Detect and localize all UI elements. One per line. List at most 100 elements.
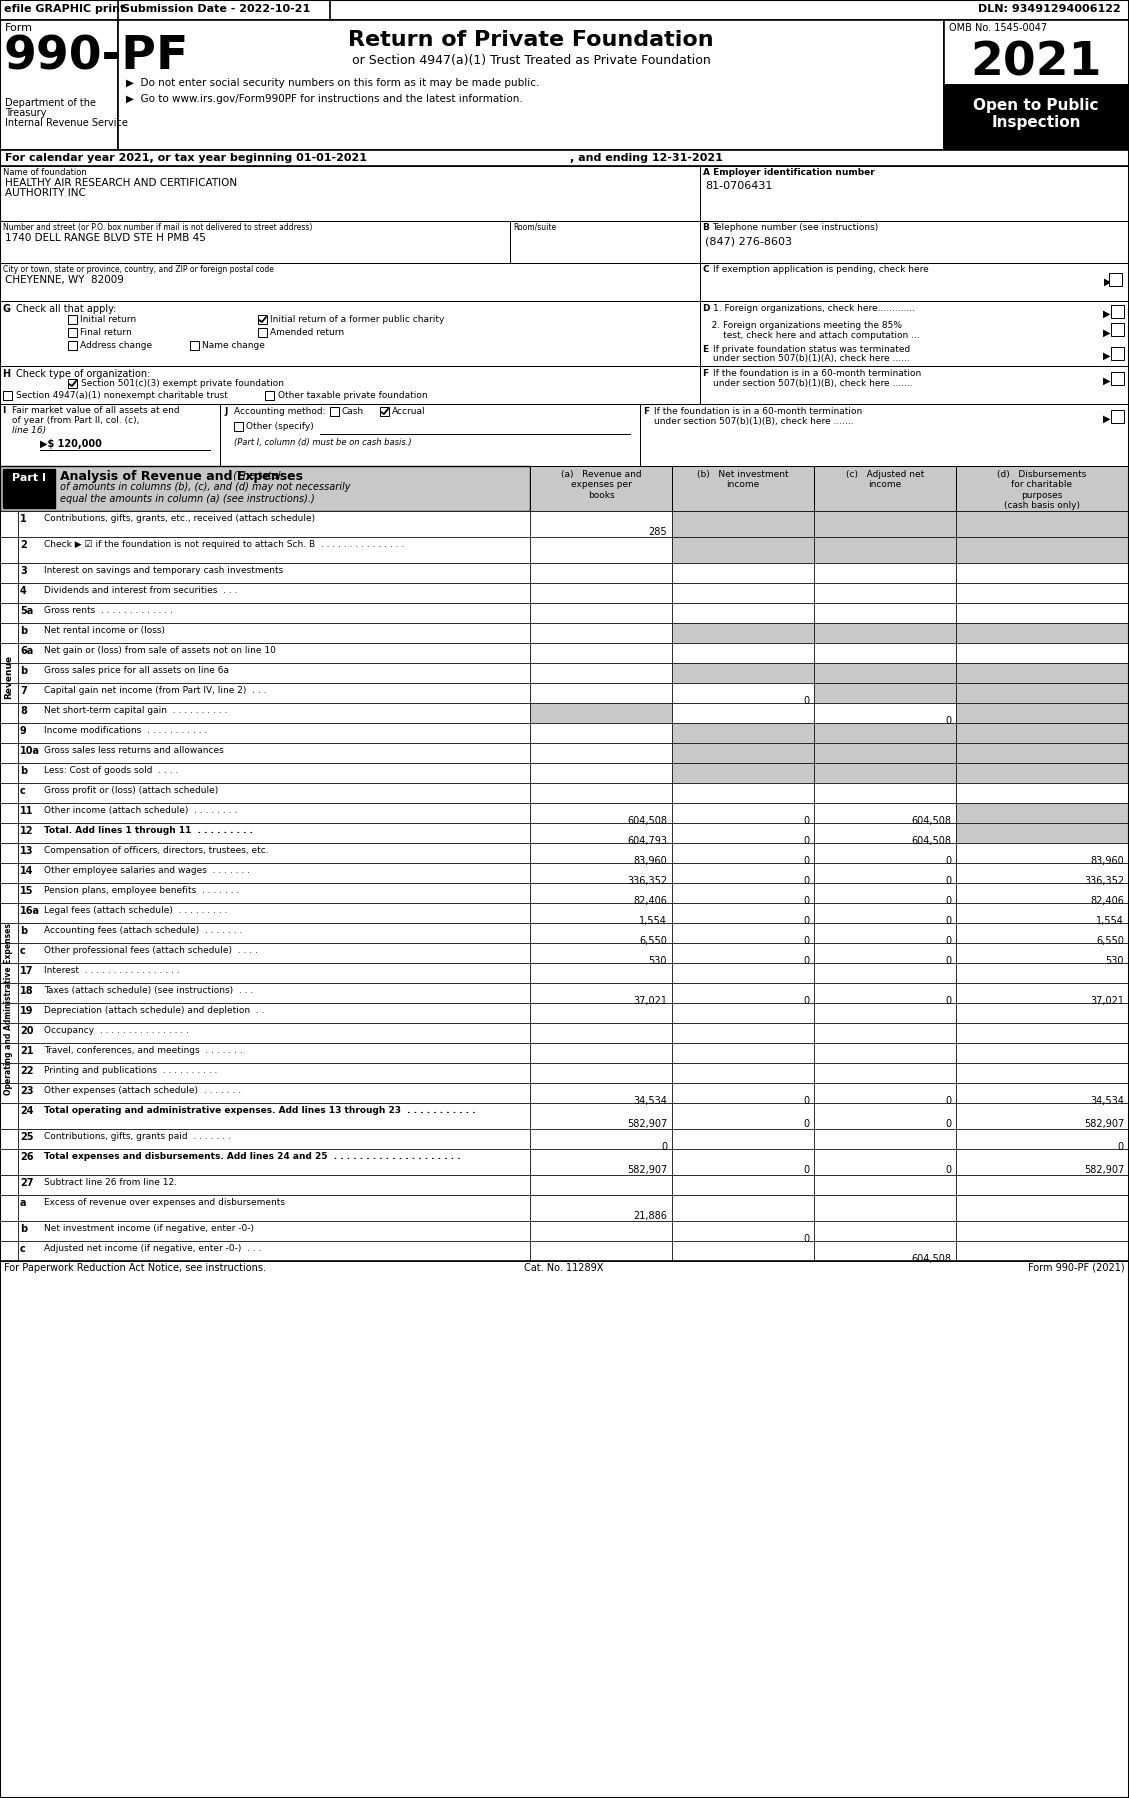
Text: If the foundation is in a 60-month termination: If the foundation is in a 60-month termi… <box>654 406 863 415</box>
Text: Net investment income (if negative, enter -0-): Net investment income (if negative, ente… <box>44 1224 254 1233</box>
Text: Travel, conferences, and meetings  . . . . . . .: Travel, conferences, and meetings . . . … <box>44 1046 243 1055</box>
Text: 0: 0 <box>803 856 809 867</box>
Text: Open to Public
Inspection: Open to Public Inspection <box>973 99 1099 131</box>
Bar <box>18 644 530 663</box>
Bar <box>18 1023 530 1043</box>
Bar <box>0 823 18 843</box>
Text: 4: 4 <box>20 586 27 595</box>
Text: 0: 0 <box>945 895 951 906</box>
Bar <box>672 622 814 644</box>
Bar <box>672 804 814 823</box>
Bar <box>234 423 243 432</box>
Text: Other employee salaries and wages  . . . . . . .: Other employee salaries and wages . . . … <box>44 867 250 876</box>
Bar <box>1109 273 1122 286</box>
Text: b: b <box>20 1224 27 1233</box>
Bar <box>0 367 700 405</box>
Text: Section 501(c)(3) exempt private foundation: Section 501(c)(3) exempt private foundat… <box>81 379 285 388</box>
Bar <box>68 315 77 324</box>
Text: Form: Form <box>5 23 33 32</box>
Text: Taxes (attach schedule) (see instructions)  . . .: Taxes (attach schedule) (see instruction… <box>44 985 253 994</box>
Bar <box>956 1082 1129 1102</box>
Text: (a)   Revenue and
expenses per
books: (a) Revenue and expenses per books <box>561 469 641 500</box>
Text: 0: 0 <box>803 1165 809 1176</box>
Text: 27: 27 <box>20 1178 34 1188</box>
Bar <box>530 804 672 823</box>
Bar <box>814 1023 956 1043</box>
Bar <box>18 663 530 683</box>
Text: E: E <box>703 345 712 354</box>
Bar <box>3 469 55 509</box>
Bar <box>814 683 956 703</box>
Text: City or town, state or province, country, and ZIP or foreign postal code: City or town, state or province, country… <box>3 264 274 273</box>
Bar <box>672 964 814 984</box>
Text: Adjusted net income (if negative, enter -0-)  . . .: Adjusted net income (if negative, enter … <box>44 1244 262 1253</box>
Bar <box>530 563 672 583</box>
Text: Capital gain net income (from Part IV, line 2)  . . .: Capital gain net income (from Part IV, l… <box>44 687 266 696</box>
Bar <box>0 1129 18 1149</box>
Bar <box>0 683 18 703</box>
Text: Part I: Part I <box>12 473 46 484</box>
Text: 0: 0 <box>660 1142 667 1153</box>
Bar <box>956 683 1129 703</box>
Bar <box>220 405 640 466</box>
Bar <box>814 1043 956 1063</box>
Bar <box>18 1129 530 1149</box>
Bar <box>700 300 1129 367</box>
Bar <box>956 1241 1129 1260</box>
Bar <box>672 883 814 903</box>
Text: Gross rents  . . . . . . . . . . . . .: Gross rents . . . . . . . . . . . . . <box>44 606 173 615</box>
Text: F: F <box>703 369 712 378</box>
Bar <box>672 1063 814 1082</box>
Text: 604,508: 604,508 <box>911 1253 951 1264</box>
Bar <box>672 762 814 782</box>
Text: equal the amounts in column (a) (see instructions).): equal the amounts in column (a) (see ins… <box>60 494 315 503</box>
Bar <box>814 903 956 922</box>
Bar <box>814 663 956 683</box>
Bar <box>956 843 1129 863</box>
Text: 582,907: 582,907 <box>627 1118 667 1129</box>
Text: 0: 0 <box>945 957 951 966</box>
Bar <box>672 1129 814 1149</box>
Text: OMB No. 1545-0047: OMB No. 1545-0047 <box>949 23 1047 32</box>
Bar <box>510 221 700 263</box>
Bar <box>672 1043 814 1063</box>
Bar <box>814 1176 956 1196</box>
Text: 20: 20 <box>20 1027 34 1036</box>
Text: D: D <box>703 304 714 313</box>
Bar <box>530 843 672 863</box>
Text: B: B <box>703 223 714 232</box>
Text: 0: 0 <box>803 1118 809 1129</box>
Text: ▶$ 120,000: ▶$ 120,000 <box>40 439 102 450</box>
Text: a: a <box>20 1197 26 1208</box>
Text: Legal fees (attach schedule)  . . . . . . . . .: Legal fees (attach schedule) . . . . . .… <box>44 906 228 915</box>
Text: (c)   Adjusted net
income: (c) Adjusted net income <box>846 469 925 489</box>
Text: Income modifications  . . . . . . . . . . .: Income modifications . . . . . . . . . .… <box>44 726 208 735</box>
Text: or Section 4947(a)(1) Trust Treated as Private Foundation: or Section 4947(a)(1) Trust Treated as P… <box>351 54 710 67</box>
Text: Submission Date - 2022-10-21: Submission Date - 2022-10-21 <box>122 4 310 14</box>
Text: (Part I, column (d) must be on cash basis.): (Part I, column (d) must be on cash basi… <box>234 439 412 448</box>
Bar <box>18 1221 530 1241</box>
Bar <box>530 1221 672 1241</box>
Text: 0: 0 <box>803 1097 809 1106</box>
Text: If exemption application is pending, check here: If exemption application is pending, che… <box>714 264 929 273</box>
Text: 6a: 6a <box>20 645 33 656</box>
Bar <box>530 964 672 984</box>
Bar <box>0 644 18 663</box>
Bar <box>700 367 1129 405</box>
Text: A Employer identification number: A Employer identification number <box>703 167 875 176</box>
Bar <box>700 263 1129 300</box>
Text: under section 507(b)(1)(B), check here .......: under section 507(b)(1)(B), check here .… <box>654 417 854 426</box>
Text: Excess of revenue over expenses and disbursements: Excess of revenue over expenses and disb… <box>44 1197 285 1206</box>
Bar <box>0 1043 18 1063</box>
Text: Printing and publications  . . . . . . . . . .: Printing and publications . . . . . . . … <box>44 1066 218 1075</box>
Text: 34,534: 34,534 <box>633 1097 667 1106</box>
Text: 0: 0 <box>803 816 809 825</box>
Text: Other professional fees (attach schedule)  . . . .: Other professional fees (attach schedule… <box>44 946 257 955</box>
Bar <box>259 315 266 324</box>
Bar <box>956 782 1129 804</box>
Bar <box>18 703 530 723</box>
Bar <box>18 743 530 762</box>
Bar <box>814 984 956 1003</box>
Text: 0: 0 <box>803 957 809 966</box>
Bar <box>18 883 530 903</box>
